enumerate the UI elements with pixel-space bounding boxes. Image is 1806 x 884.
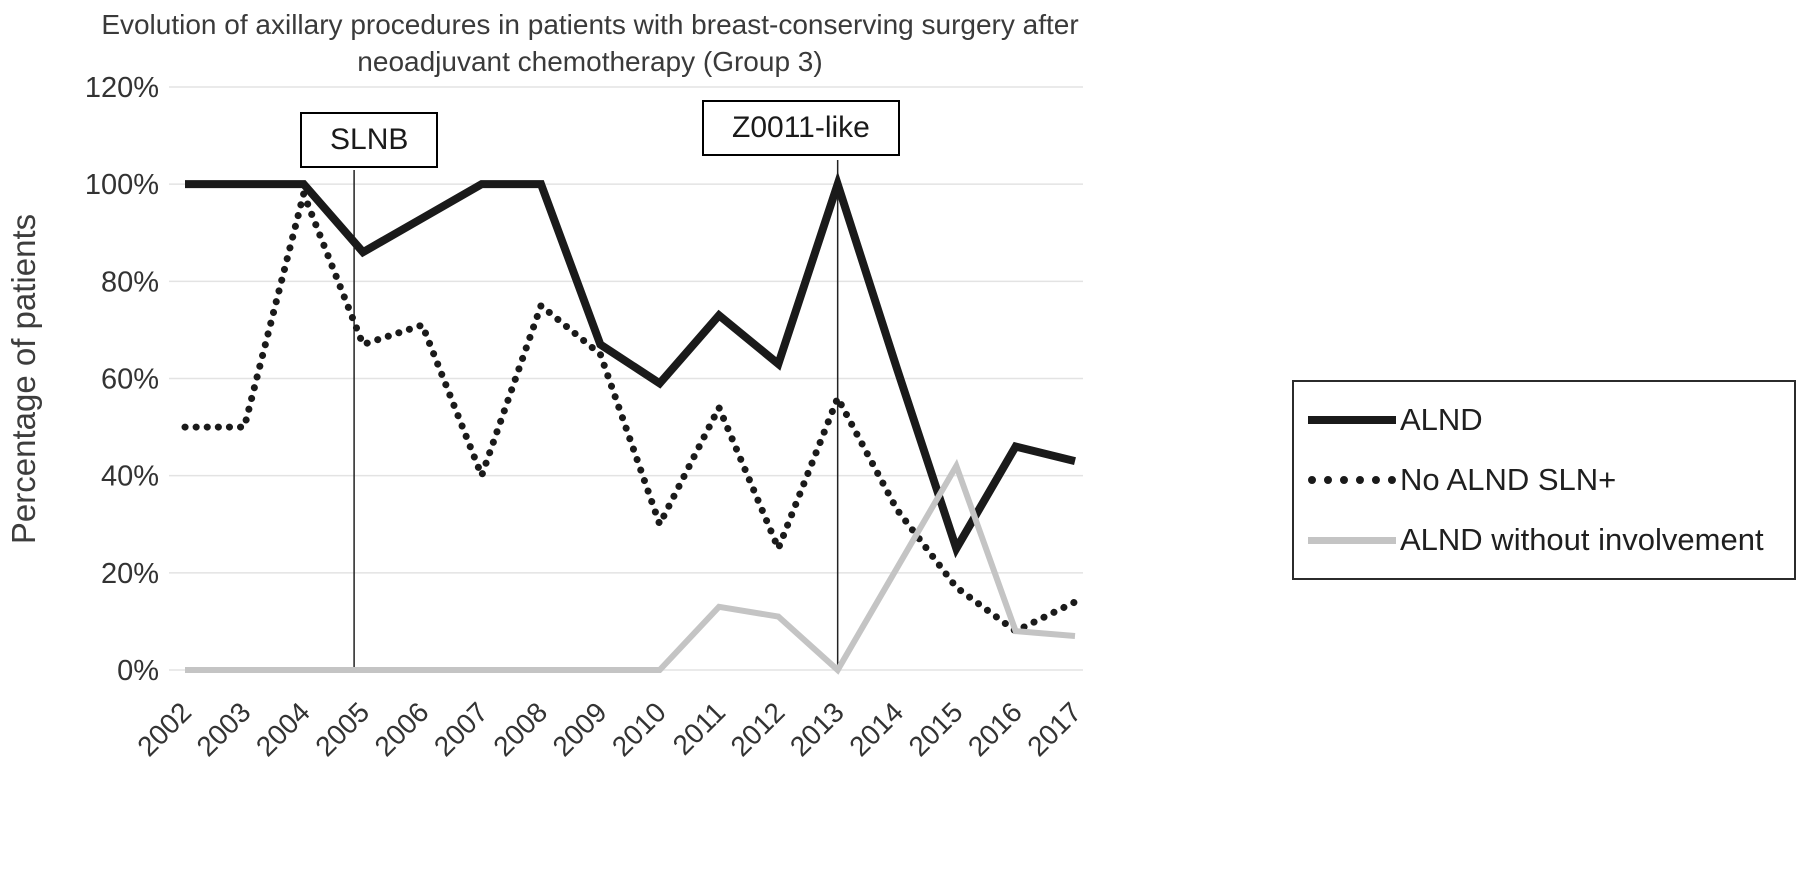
x-tick-label: 2004 [250, 696, 316, 762]
y-tick-label: 0% [117, 655, 159, 687]
y-tick-label: 40% [101, 461, 159, 493]
x-tick-label: 2013 [784, 696, 850, 762]
y-tick-label: 120% [85, 72, 159, 104]
alnd-line-sample-icon [1308, 416, 1396, 424]
x-tick-label: 2009 [547, 696, 613, 762]
alnd-without-involvement-line-sample-icon [1308, 536, 1396, 544]
no-alnd-sln-line-sample-icon [1308, 476, 1396, 484]
legend-label-no-alnd-sln: No ALND SLN+ [1400, 462, 1617, 497]
x-tick-label: 2017 [1021, 696, 1087, 762]
y-tick-label: 100% [85, 169, 159, 201]
legend-label-alnd-without-involvement: ALND without involvement [1400, 522, 1764, 557]
annotation-slnb: SLNB [300, 112, 439, 168]
x-tick-label: 2006 [369, 696, 435, 762]
x-tick-label: 2014 [843, 696, 909, 762]
x-tick-label: 2005 [309, 696, 375, 762]
x-tick-label: 2016 [962, 696, 1028, 762]
legend-item-alnd-without-involvement: ALND without involvement [1308, 522, 1786, 558]
series-line-2 [185, 458, 1076, 675]
x-tick-label: 2010 [606, 696, 672, 762]
x-tick-label: 2011 [667, 696, 732, 761]
legend-item-alnd: ALND [1308, 402, 1786, 438]
series-line-0 [185, 171, 1076, 559]
y-tick-label: 20% [101, 558, 159, 590]
chart-title: Evolution of axillary procedures in pati… [0, 6, 1180, 80]
chart-title-line1: Evolution of axillary procedures in pati… [101, 9, 1079, 40]
x-tick-label: 2015 [903, 696, 969, 762]
series-line-1 [181, 182, 1079, 636]
y-tick-label: 60% [101, 364, 159, 396]
x-tick-label: 2012 [725, 696, 791, 762]
annotation-z0011: Z0011-like [702, 100, 900, 156]
legend-label-alnd: ALND [1400, 402, 1483, 437]
x-tick-label: 2002 [131, 696, 197, 762]
x-tick-label: 2007 [428, 696, 494, 762]
y-tick-label: 80% [101, 266, 159, 298]
legend-item-no-alnd-sln: No ALND SLN+ [1308, 462, 1786, 498]
x-tick-label: 2003 [191, 696, 257, 762]
plot-area: 0%20%40%60%80%100%120%200220032004200520… [85, 72, 1087, 762]
legend: ALND No ALND SLN+ ALND without involveme… [1292, 380, 1796, 580]
x-tick-label: 2008 [487, 696, 553, 762]
chart-title-line2: neoadjuvant chemotherapy (Group 3) [357, 46, 823, 77]
